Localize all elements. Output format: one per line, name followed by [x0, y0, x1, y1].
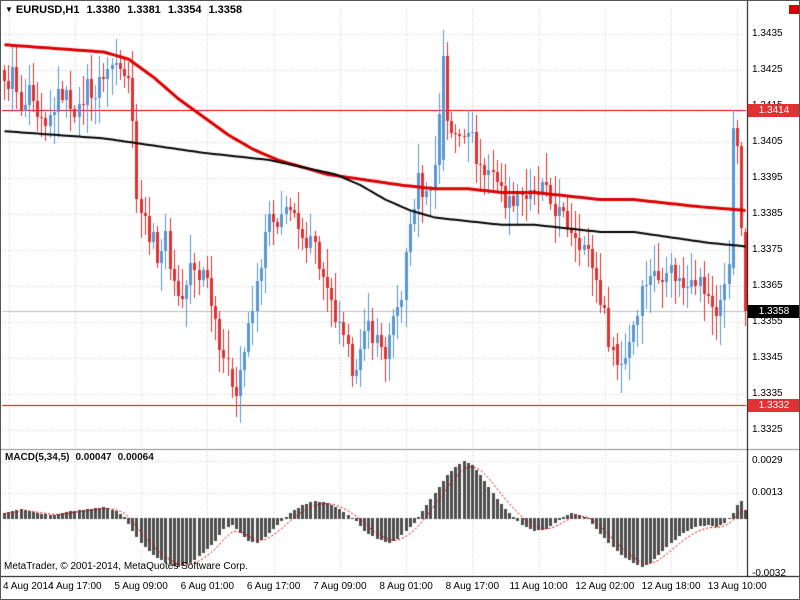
macd-signal-value: 0.00064 — [117, 452, 154, 463]
time-scale-label: 5 Aug 09:00 — [114, 581, 168, 592]
price-scale-label: 1.3355 — [752, 316, 783, 327]
price-scale-label: 1.3325 — [752, 424, 783, 435]
hline-price-badge: 1.3414 — [748, 103, 799, 117]
scale-corner-marker — [789, 5, 799, 14]
chart-header: ▼ EURUSD,H1 1.3380 1.3381 1.3354 1.3358 — [5, 4, 242, 16]
time-scale-label: 7 Aug 09:00 — [313, 581, 367, 592]
price-scale-label: 1.3435 — [752, 28, 783, 39]
quote-low: 1.3354 — [167, 4, 202, 16]
time-scale-label: 12 Aug 18:00 — [641, 581, 701, 592]
time-scale-label: 8 Aug 17:00 — [445, 581, 500, 592]
time-scale-label: 6 Aug 01:00 — [180, 581, 235, 592]
quote-close: 1.3358 — [208, 4, 243, 16]
macd-scale-label: -0.0032 — [752, 568, 786, 579]
time-scale-label: 4 Aug 2014 — [3, 581, 54, 592]
current-price-badge: 1.3358 — [748, 305, 799, 319]
price-scale-label: 1.3425 — [752, 64, 783, 75]
price-scale-label: 1.3365 — [752, 280, 783, 291]
price-scale-label: 1.3385 — [752, 208, 783, 219]
macd-scale-label: 0.0013 — [752, 487, 783, 498]
time-scale-label: 11 Aug 10:00 — [509, 581, 568, 592]
time-scale-label: 13 Aug 10:00 — [707, 581, 767, 592]
macd-scale-label: 0.0029 — [752, 455, 783, 466]
price-scale-label: 1.3405 — [752, 136, 783, 147]
time-scale-label: 4 Aug 17:00 — [48, 581, 102, 592]
symbol-title: EURUSD,H1 — [15, 4, 80, 16]
macd-value: 0.00047 — [75, 452, 112, 463]
macd-title: MACD(5,34,5) — [5, 452, 70, 463]
copyright-text: MetaTrader, © 2001-2014, MetaQuotes Soft… — [4, 561, 248, 572]
symbol-marker-icon: ▼ — [5, 5, 13, 14]
hline-price-badge: 1.3332 — [748, 398, 799, 412]
time-scale-label: 8 Aug 01:00 — [379, 581, 433, 592]
quote-open: 1.3380 — [86, 4, 121, 16]
price-scale-label: 1.3345 — [752, 352, 783, 363]
price-scale-label: 1.3335 — [752, 388, 783, 399]
time-scale-label: 12 Aug 02:00 — [575, 581, 635, 592]
price-scale-label: 1.3375 — [752, 244, 783, 255]
quote-high: 1.3381 — [127, 4, 161, 16]
time-scale-label: 6 Aug 17:00 — [246, 581, 301, 592]
price-scale-label: 1.3395 — [752, 172, 783, 183]
macd-header: MACD(5,34,5) 0.00047 0.00064 — [5, 452, 154, 463]
